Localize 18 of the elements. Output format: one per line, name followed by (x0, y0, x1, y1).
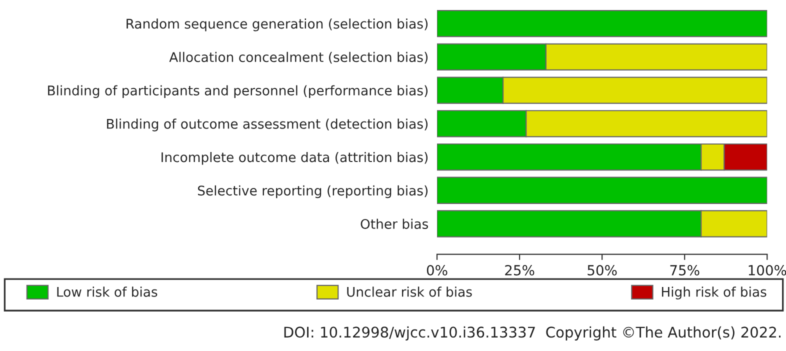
y-tick-label: Other bias (360, 218, 428, 229)
x-tick-label: 100% (748, 264, 786, 276)
x-tick-label: 75% (670, 264, 700, 276)
bar (437, 10, 768, 38)
legend-label: High risk of bias (662, 286, 766, 300)
x-tick-label: 25% (505, 264, 534, 276)
legend-label: Unclear risk of bias (347, 286, 472, 297)
bar (437, 176, 768, 204)
x-tick-label: 0% (426, 264, 448, 276)
y-tick-label: Incomplete outcome data (attrition bias) (162, 152, 428, 165)
text: DOI: 10.12998/wjcc.v10.i36.13337 Copyright ©The Author(s) 2022. (284, 326, 780, 341)
legend-label: Low risk of bias (57, 286, 158, 297)
x-tick-label: 50% (588, 264, 617, 276)
y-tick-label: Blinding of outcome assessment (detection bias) (107, 118, 428, 132)
y-tick-label: Blinding of participants and personnel (performance bias) (48, 85, 428, 98)
y-tick-label: Random sequence generation (selection bias) (126, 18, 428, 32)
y-tick-label: Selective reporting (reporting bias) (198, 185, 428, 198)
y-tick-label: Allocation concealment (selection bias) (169, 52, 428, 64)
